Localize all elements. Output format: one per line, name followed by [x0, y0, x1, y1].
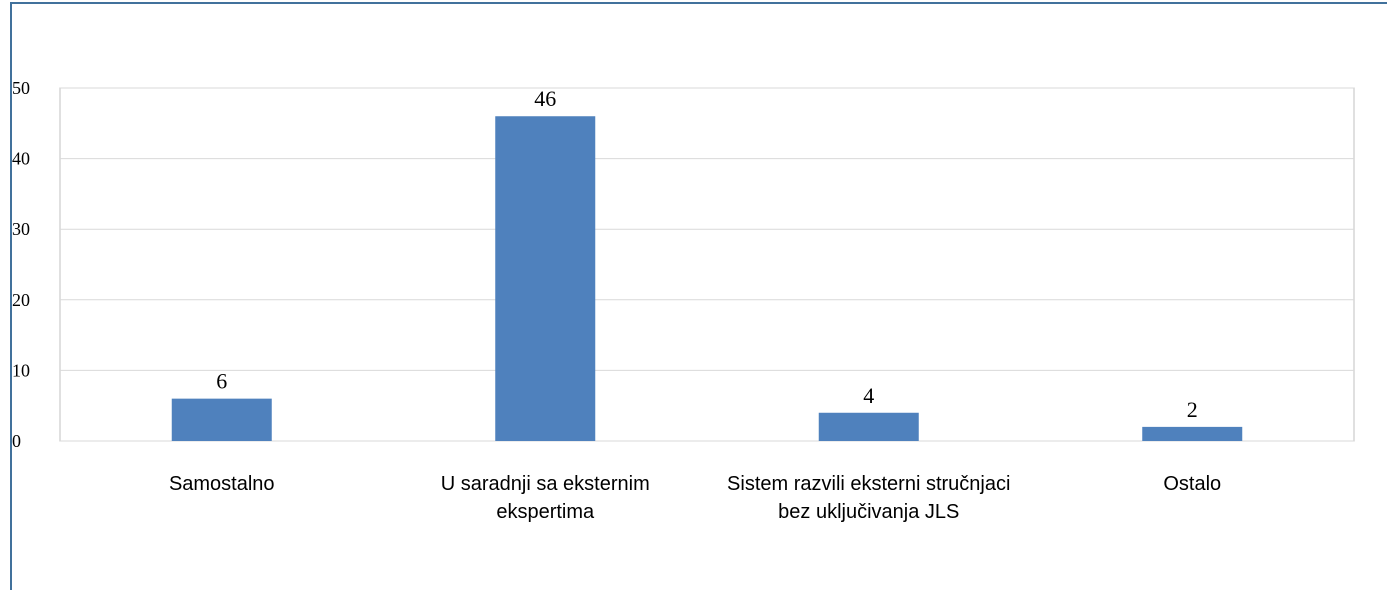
y-tick-label: 0: [12, 431, 21, 451]
bar: [818, 412, 919, 441]
bar: [1142, 426, 1243, 441]
y-tick-label: 20: [12, 290, 30, 310]
x-tick-label: Sistem razvili eksterni stručnjaci bez u…: [727, 473, 1011, 523]
plot-area: [59, 87, 1355, 442]
bar: [495, 116, 596, 442]
data-label: 46: [534, 86, 556, 111]
x-tick-label: Samostalno: [168, 473, 275, 495]
data-label: 2: [1187, 397, 1198, 422]
y-tick-label: 30: [12, 219, 30, 239]
y-tick-label: 10: [12, 360, 30, 380]
bar: [171, 398, 272, 441]
x-tick-label: Ostalo: [1163, 473, 1222, 495]
data-label: 4: [863, 383, 874, 408]
data-label: 6: [216, 369, 227, 394]
y-tick-label: 50: [12, 78, 30, 98]
x-tick-label: U saradnji sa eksternim ekspertima: [440, 473, 650, 523]
y-tick-label: 40: [12, 149, 30, 169]
